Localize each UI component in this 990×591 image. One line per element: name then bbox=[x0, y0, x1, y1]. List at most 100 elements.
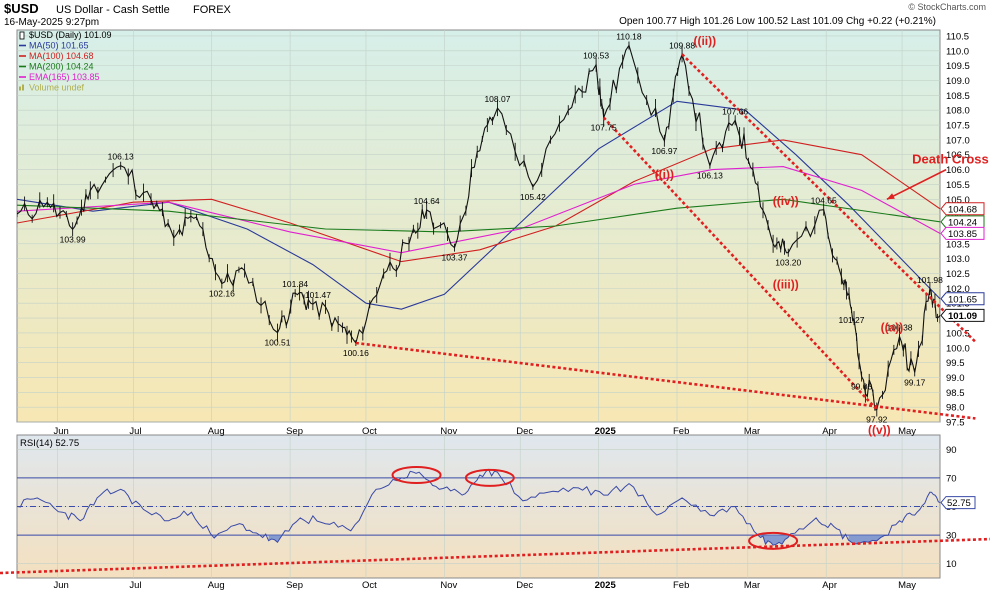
month-label: Dec bbox=[516, 426, 533, 437]
wave-label: ((ii)) bbox=[693, 34, 716, 48]
price-label: 101.47 bbox=[305, 290, 331, 300]
last-value-tag bbox=[940, 292, 985, 306]
price-label: 99.17 bbox=[904, 377, 926, 387]
price-tick-label: 97.5 bbox=[946, 418, 965, 429]
rsi-last-tag-text: 52.75 bbox=[947, 498, 971, 509]
month-label: May bbox=[898, 426, 916, 437]
last-value-tag-text: 104.68 bbox=[948, 204, 977, 215]
brand-watermark: © StockCharts.com bbox=[908, 2, 986, 12]
price-tick-label: 103.0 bbox=[946, 254, 970, 265]
price-tick-label: 110.5 bbox=[946, 31, 969, 42]
date-axis: Jun Jun Jul Jul Aug Aug Sep Sep Oct Oct Nov Nov Dec D… bbox=[53, 426, 916, 591]
rsi-label: RSI(14) 52.75 bbox=[20, 438, 79, 449]
month-label-bottom: Apr bbox=[822, 580, 837, 591]
price-label: 106.97 bbox=[651, 146, 677, 156]
trend-lines bbox=[355, 53, 977, 420]
price-label: 103.99 bbox=[60, 234, 86, 244]
rsi-tick-label: 30 bbox=[946, 531, 957, 542]
trend-line bbox=[602, 116, 878, 411]
month-label-bottom: Jun bbox=[53, 580, 68, 591]
rsi-highlight-circle bbox=[748, 531, 799, 550]
price-tick-label: 102.0 bbox=[946, 284, 970, 295]
price-tick-label: 99.5 bbox=[946, 358, 965, 369]
month-label: 2025 bbox=[595, 426, 617, 437]
death-cross-label: Death Cross bbox=[912, 152, 989, 167]
price-tick-label: 102.5 bbox=[946, 269, 970, 280]
month-label-bottom: Nov bbox=[440, 580, 457, 591]
last-value-tag-text: 101.65 bbox=[948, 294, 977, 305]
rsi-highlight-circle bbox=[464, 468, 515, 487]
month-label-bottom: Sep bbox=[286, 580, 303, 591]
month-label-bottom: Oct bbox=[362, 580, 377, 591]
death-cross-arrow bbox=[886, 168, 947, 200]
ohlc-readout: Open 100.77 High 101.26 Low 100.52 Last … bbox=[619, 16, 936, 27]
price-label: 106.13 bbox=[108, 152, 134, 162]
price-label: 102.16 bbox=[209, 289, 235, 299]
price-tick-label: 106.5 bbox=[946, 150, 970, 161]
month-label-bottom: Aug bbox=[208, 580, 225, 591]
legend-label: MA(200) 104.24 bbox=[29, 62, 94, 72]
indicator-line-ema165 bbox=[17, 166, 940, 254]
rsi-last-tag bbox=[940, 496, 976, 510]
legend-volume-icon bbox=[22, 84, 24, 91]
month-label-bottom: Feb bbox=[673, 580, 689, 591]
price-label: 100.16 bbox=[343, 348, 369, 358]
last-value-tag bbox=[940, 226, 985, 240]
indicator-line-ma200 bbox=[17, 198, 940, 233]
price-tick-label: 108.0 bbox=[946, 106, 970, 117]
month-label: Mar bbox=[744, 426, 760, 437]
legend-volume-icon bbox=[19, 86, 21, 91]
month-label-bottom: 2025 bbox=[595, 580, 617, 591]
rsi-tick-label: 90 bbox=[946, 445, 957, 456]
price-tick-label: 107.0 bbox=[946, 135, 970, 146]
price-label: 101.98 bbox=[917, 275, 943, 285]
month-label: Jun bbox=[53, 426, 68, 437]
moving-averages bbox=[17, 100, 940, 310]
month-label: Nov bbox=[440, 426, 457, 437]
wave-label: ((iii)) bbox=[773, 277, 799, 291]
price-panel bbox=[16, 29, 941, 423]
month-label-bottom: Jul bbox=[129, 580, 141, 591]
price-tick-label: 100.5 bbox=[946, 328, 970, 339]
price-tick-label: 98.0 bbox=[946, 403, 965, 414]
price-tick-label: 103.5 bbox=[946, 239, 970, 250]
last-value-tag-text: 101.09 bbox=[948, 311, 977, 322]
month-label-bottom: Dec bbox=[516, 580, 533, 591]
instrument-name: US Dollar - Cash Settle bbox=[56, 4, 170, 16]
death-cross-arrowhead bbox=[886, 193, 895, 200]
price-label: 107.75 bbox=[591, 123, 617, 133]
annotations: Death Cross bbox=[886, 152, 989, 200]
month-label: Feb bbox=[673, 426, 689, 437]
month-label: Sep bbox=[286, 426, 303, 437]
price-tick-label: 109.0 bbox=[946, 76, 970, 87]
legend-label: Volume undef bbox=[29, 83, 85, 93]
rsi-tick-label: 70 bbox=[946, 473, 957, 484]
price-label: 110.18 bbox=[616, 31, 642, 41]
price-label: 97.92 bbox=[866, 415, 888, 425]
price-tick-label: 105.0 bbox=[946, 195, 970, 206]
price-tick-label: 106.0 bbox=[946, 165, 970, 176]
price-tick-label: 105.5 bbox=[946, 180, 970, 191]
price-tick-label: 99.0 bbox=[946, 373, 965, 384]
legend-label: EMA(165) 103.85 bbox=[29, 72, 100, 82]
trend-line bbox=[681, 53, 977, 343]
price-label: 104.64 bbox=[414, 196, 440, 206]
last-value-tag bbox=[940, 215, 985, 229]
price-label: 109.88 bbox=[669, 40, 695, 50]
month-label-bottom: Mar bbox=[744, 580, 760, 591]
price-label: 103.37 bbox=[441, 253, 467, 263]
legend-label: $USD (Daily) 101.09 bbox=[29, 30, 112, 40]
rsi-plot bbox=[17, 468, 940, 546]
price-tick-label: 110.0 bbox=[946, 46, 969, 57]
last-value-tag-text: 104.24 bbox=[948, 217, 977, 228]
month-label: Oct bbox=[362, 426, 377, 437]
last-value-tag-text: 103.85 bbox=[948, 229, 977, 240]
rsi-trend-line bbox=[0, 537, 990, 575]
price-tick-label: 98.5 bbox=[946, 388, 965, 399]
wave-label: ((i)) bbox=[655, 167, 674, 181]
month-label-bottom: May bbox=[898, 580, 916, 591]
